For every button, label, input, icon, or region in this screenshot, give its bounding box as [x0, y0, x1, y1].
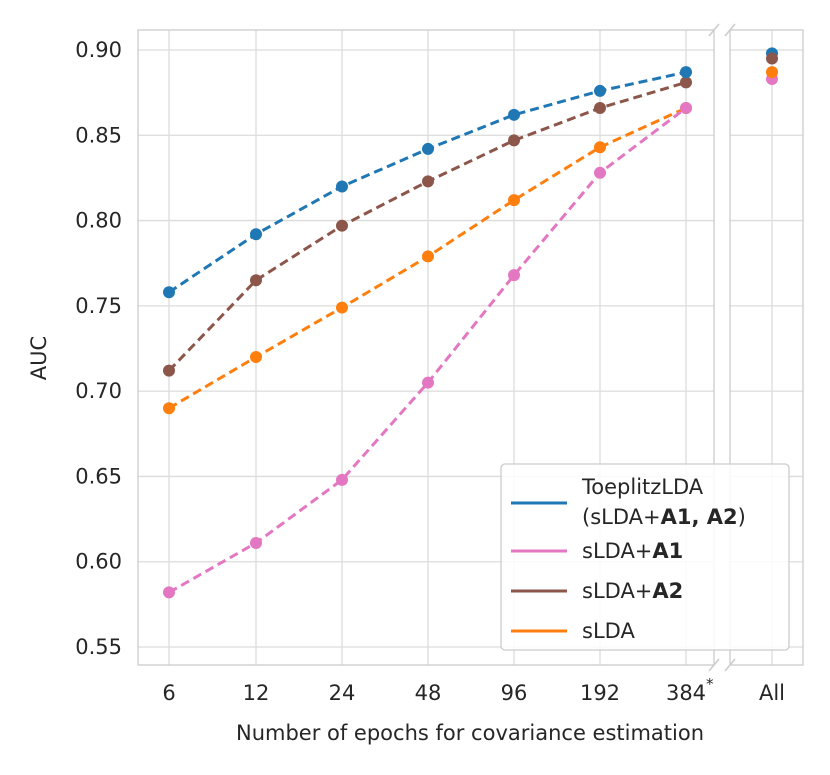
y-tick-label: 0.80 [75, 209, 122, 233]
point-slda-0 [163, 402, 175, 415]
point-toeplitz-4 [508, 108, 520, 121]
point-a2-1 [250, 274, 262, 287]
y-axis-label: AUC [27, 336, 51, 380]
point-slda-2 [336, 301, 348, 314]
x-tick-label: 384 [666, 681, 706, 705]
legend-box [500, 463, 790, 651]
y-tick-labels: 0.55 0.60 0.65 0.70 0.75 0.80 0.85 0.90 [75, 38, 122, 659]
legend-label-slda: sLDA [582, 619, 635, 643]
y-tick-label: 0.85 [75, 123, 122, 147]
x-tick-label: 12 [243, 681, 270, 705]
point-a2-5 [594, 101, 606, 114]
point-toeplitz-3 [422, 142, 434, 155]
point-a2-4 [508, 134, 520, 147]
x-tick-label: 192 [580, 681, 620, 705]
x-tick-label: 6 [162, 681, 175, 705]
y-tick-label: 0.55 [75, 635, 122, 659]
point-a1-6 [680, 101, 692, 114]
y-tick-label: 0.90 [75, 38, 122, 62]
series-layer [163, 47, 778, 599]
x-tick-label: 96 [501, 681, 528, 705]
point-toeplitz-5 [594, 84, 606, 97]
point-a2-0 [163, 364, 175, 377]
legend-label-a2: sLDA+A2 [582, 579, 683, 603]
point-a2-3 [422, 175, 434, 188]
legend: ToeplitzLDA (sLDA+A1, A2) sLDA+A1 sLDA+A… [500, 463, 790, 651]
point-a2-2 [336, 219, 348, 232]
point-slda-all [766, 66, 778, 79]
x-tick-labels: 6 12 24 48 96 192 384 * All [162, 675, 785, 705]
frame-right-panel [729, 29, 804, 666]
legend-label-toeplitz-line1: ToeplitzLDA [581, 475, 704, 499]
point-a1-1 [250, 536, 262, 549]
point-toeplitz-6 [680, 66, 692, 79]
y-tick-label: 0.70 [75, 379, 122, 403]
point-toeplitz-2 [336, 180, 348, 193]
point-slda-1 [250, 351, 262, 364]
point-a1-5 [594, 166, 606, 179]
plot-frame [137, 23, 804, 672]
x-tick-label: 24 [329, 681, 356, 705]
axis-break-mark-1 [724, 23, 736, 37]
point-a2-all [766, 52, 778, 65]
point-a1-3 [422, 376, 434, 389]
axis-break-mark-3 [724, 658, 736, 672]
axis-break-mark-0 [708, 23, 720, 37]
x-axis-label: Number of epochs for covariance estimati… [236, 721, 704, 745]
point-slda-4 [508, 194, 520, 207]
point-slda-3 [422, 250, 434, 263]
frame-left-panel [137, 29, 715, 666]
point-a1-2 [336, 473, 348, 486]
y-tick-label: 0.60 [75, 550, 122, 574]
x-tick-label: 48 [415, 681, 442, 705]
legend-label-toeplitz-line2: (sLDA+A1, A2) [582, 505, 746, 529]
point-toeplitz-1 [250, 228, 262, 241]
point-a1-4 [508, 269, 520, 282]
point-a2-6 [680, 76, 692, 89]
axis-break-mark-2 [708, 658, 720, 672]
point-a1-0 [163, 586, 175, 599]
point-toeplitz-0 [163, 286, 175, 299]
point-slda-5 [594, 141, 606, 154]
y-tick-label: 0.75 [75, 294, 122, 318]
legend-label-a1: sLDA+A1 [582, 539, 683, 563]
x-tick-label-asterisk: * [706, 675, 714, 693]
x-tick-label-all: All [759, 681, 785, 705]
y-tick-label: 0.65 [75, 464, 122, 488]
